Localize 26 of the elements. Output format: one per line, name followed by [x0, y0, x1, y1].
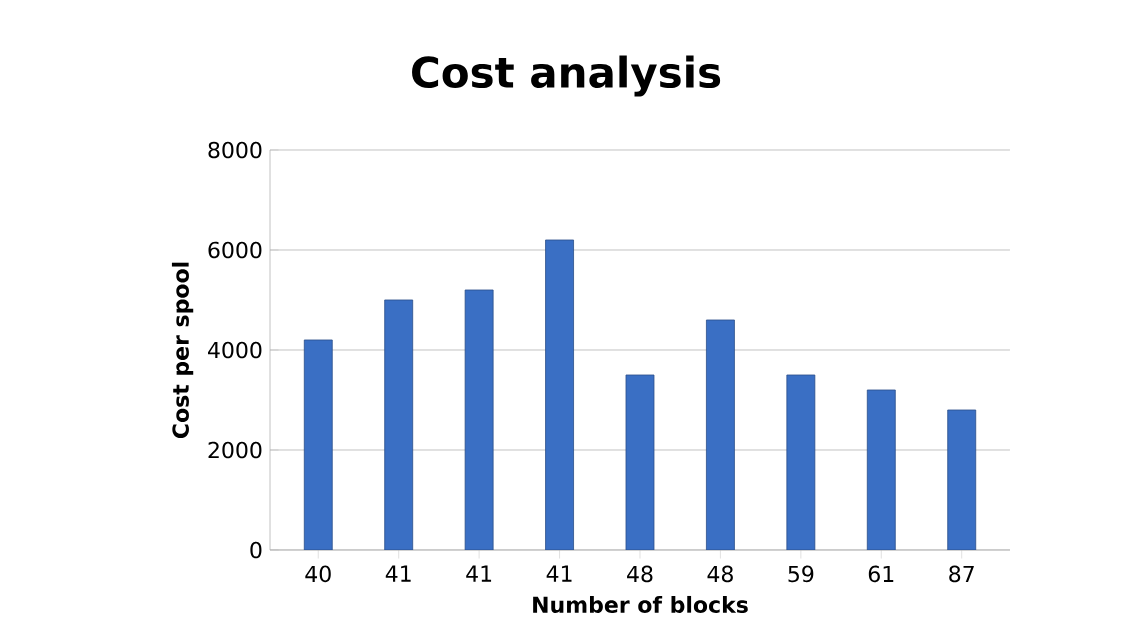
chart-title: Cost analysis	[412, 55, 721, 97]
bar	[464, 289, 494, 550]
x-axis-title: Number of blocks	[533, 595, 748, 613]
x-tick-label: 61	[868, 565, 894, 583]
y-tick-label: 0	[250, 541, 262, 559]
bar	[625, 374, 655, 550]
bar	[545, 239, 574, 550]
x-tick-label: 59	[788, 565, 814, 583]
x-tick-label: 87	[949, 565, 974, 583]
y-tick-label: 4000	[208, 341, 262, 359]
y-tick-label: 2000	[208, 441, 262, 459]
y-tick-label: 8000	[208, 141, 262, 159]
x-tick-label: 41	[546, 565, 572, 582]
bar	[866, 389, 896, 550]
bar	[706, 319, 735, 550]
x-tick-label: 41	[466, 565, 492, 582]
bar	[384, 299, 414, 550]
x-tick-label: 40	[305, 565, 331, 583]
bar	[786, 374, 816, 550]
y-axis-title: Cost per spool	[171, 262, 194, 439]
x-tick-label: 48	[707, 565, 733, 583]
x-tick-label: 41	[385, 565, 411, 582]
y-tick-label: 6000	[208, 241, 262, 259]
bar	[303, 339, 333, 550]
bar	[947, 409, 977, 550]
x-tick-label: 48	[627, 565, 653, 583]
